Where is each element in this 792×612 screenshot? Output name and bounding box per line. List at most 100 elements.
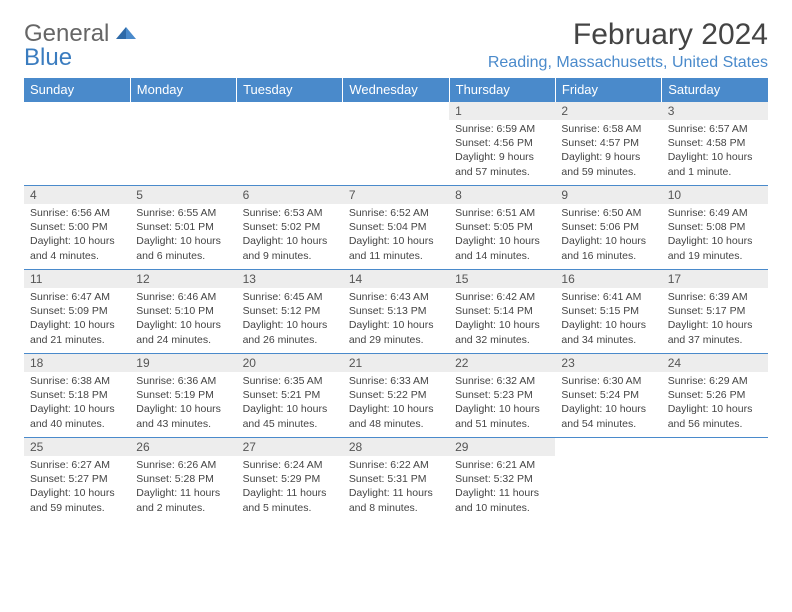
day-details: Sunrise: 6:32 AMSunset: 5:23 PMDaylight:… bbox=[449, 372, 555, 435]
sunset-line: Sunset: 5:10 PM bbox=[136, 305, 214, 317]
day-number: 25 bbox=[24, 438, 130, 456]
calendar-week-row: 4Sunrise: 6:56 AMSunset: 5:00 PMDaylight… bbox=[24, 186, 768, 270]
daylight-line: Daylight: 10 hours and 45 minutes. bbox=[243, 403, 328, 429]
calendar-cell: 22Sunrise: 6:32 AMSunset: 5:23 PMDayligh… bbox=[449, 354, 555, 438]
daylight-line: Daylight: 10 hours and 29 minutes. bbox=[349, 319, 434, 345]
calendar-cell: 3Sunrise: 6:57 AMSunset: 4:58 PMDaylight… bbox=[662, 102, 768, 186]
daylight-line: Daylight: 10 hours and 43 minutes. bbox=[136, 403, 221, 429]
daylight-line: Daylight: 11 hours and 2 minutes. bbox=[136, 487, 220, 513]
daylight-line: Daylight: 10 hours and 34 minutes. bbox=[561, 319, 646, 345]
sunset-line: Sunset: 5:18 PM bbox=[30, 389, 108, 401]
sunset-line: Sunset: 4:56 PM bbox=[455, 137, 533, 149]
weekday-row: Sunday Monday Tuesday Wednesday Thursday… bbox=[24, 78, 768, 102]
daylight-line: Daylight: 10 hours and 4 minutes. bbox=[30, 235, 115, 261]
daylight-line: Daylight: 10 hours and 48 minutes. bbox=[349, 403, 434, 429]
sunset-line: Sunset: 5:32 PM bbox=[455, 473, 533, 485]
day-details: Sunrise: 6:41 AMSunset: 5:15 PMDaylight:… bbox=[555, 288, 661, 351]
calendar-cell bbox=[130, 102, 236, 186]
sunrise-line: Sunrise: 6:21 AM bbox=[455, 459, 535, 471]
weekday-header: Friday bbox=[555, 78, 661, 102]
sunrise-line: Sunrise: 6:22 AM bbox=[349, 459, 429, 471]
daylight-line: Daylight: 10 hours and 16 minutes. bbox=[561, 235, 646, 261]
daylight-line: Daylight: 10 hours and 21 minutes. bbox=[30, 319, 115, 345]
daylight-line: Daylight: 9 hours and 57 minutes. bbox=[455, 151, 534, 177]
calendar-cell: 10Sunrise: 6:49 AMSunset: 5:08 PMDayligh… bbox=[662, 186, 768, 270]
day-details: Sunrise: 6:46 AMSunset: 5:10 PMDaylight:… bbox=[130, 288, 236, 351]
day-details: Sunrise: 6:39 AMSunset: 5:17 PMDaylight:… bbox=[662, 288, 768, 351]
calendar-cell bbox=[555, 438, 661, 522]
sunrise-line: Sunrise: 6:46 AM bbox=[136, 291, 216, 303]
calendar-cell: 17Sunrise: 6:39 AMSunset: 5:17 PMDayligh… bbox=[662, 270, 768, 354]
daylight-line: Daylight: 11 hours and 8 minutes. bbox=[349, 487, 433, 513]
daylight-line: Daylight: 11 hours and 10 minutes. bbox=[455, 487, 539, 513]
day-details: Sunrise: 6:59 AM Sunset: 4:56 PM Daylight:… bbox=[449, 120, 555, 183]
calendar-cell: 29Sunrise: 6:21 AMSunset: 5:32 PMDayligh… bbox=[449, 438, 555, 522]
day-details: Sunrise: 6:49 AMSunset: 5:08 PMDaylight:… bbox=[662, 204, 768, 267]
calendar-cell: 12Sunrise: 6:46 AMSunset: 5:10 PMDayligh… bbox=[130, 270, 236, 354]
sunset-line: Sunset: 5:23 PM bbox=[455, 389, 533, 401]
day-details: Sunrise: 6:47 AMSunset: 5:09 PMDaylight:… bbox=[24, 288, 130, 351]
calendar-cell: 11Sunrise: 6:47 AMSunset: 5:09 PMDayligh… bbox=[24, 270, 130, 354]
calendar-week-row: 11Sunrise: 6:47 AMSunset: 5:09 PMDayligh… bbox=[24, 270, 768, 354]
sunrise-line: Sunrise: 6:38 AM bbox=[30, 375, 110, 387]
day-number: 13 bbox=[237, 270, 343, 288]
daylight-line: Daylight: 10 hours and 14 minutes. bbox=[455, 235, 540, 261]
sunrise-line: Sunrise: 6:41 AM bbox=[561, 291, 641, 303]
day-details: Sunrise: 6:52 AMSunset: 5:04 PMDaylight:… bbox=[343, 204, 449, 267]
sunrise-line: Sunrise: 6:59 AM bbox=[455, 123, 535, 135]
calendar-body: 1 Sunrise: 6:59 AM Sunset: 4:56 PM Daylight… bbox=[24, 102, 768, 522]
day-number: 21 bbox=[343, 354, 449, 372]
sunset-line: Sunset: 5:17 PM bbox=[668, 305, 746, 317]
day-number: 9 bbox=[555, 186, 661, 204]
sunrise-line: Sunrise: 6:30 AM bbox=[561, 375, 641, 387]
sunset-line: Sunset: 5:21 PM bbox=[243, 389, 321, 401]
calendar-cell: 5Sunrise: 6:55 AMSunset: 5:01 PMDaylight… bbox=[130, 186, 236, 270]
calendar-cell: 1 Sunrise: 6:59 AM Sunset: 4:56 PM Daylight… bbox=[449, 102, 555, 186]
sunset-line: Sunset: 5:13 PM bbox=[349, 305, 427, 317]
weekday-header: Tuesday bbox=[237, 78, 343, 102]
day-details: Sunrise: 6:21 AM Sunset: 5:32 PM Daylight:… bbox=[449, 456, 555, 519]
daylight-line: Daylight: 9 hours and 59 minutes. bbox=[561, 151, 640, 177]
day-details: Sunrise: 6:22 AM Sunset: 5:31 PM Daylight:… bbox=[343, 456, 449, 519]
day-details: Sunrise: 6:58 AMSunset: 4:57 PMDaylight:… bbox=[555, 120, 661, 183]
day-details: Sunrise: 6:38 AMSunset: 5:18 PMDaylight:… bbox=[24, 372, 130, 435]
day-number: 23 bbox=[555, 354, 661, 372]
sunset-line: Sunset: 4:58 PM bbox=[668, 137, 746, 149]
calendar-cell: 4Sunrise: 6:56 AMSunset: 5:00 PMDaylight… bbox=[24, 186, 130, 270]
day-number: 8 bbox=[449, 186, 555, 204]
brand-part2: Blue bbox=[24, 44, 72, 71]
sunset-line: Sunset: 5:27 PM bbox=[30, 473, 108, 485]
day-details: Sunrise: 6:36 AMSunset: 5:19 PMDaylight:… bbox=[130, 372, 236, 435]
calendar-table: Sunday Monday Tuesday Wednesday Thursday… bbox=[24, 78, 768, 522]
calendar-cell: 20Sunrise: 6:35 AMSunset: 5:21 PMDayligh… bbox=[237, 354, 343, 438]
sunset-line: Sunset: 5:31 PM bbox=[349, 473, 427, 485]
day-number: 12 bbox=[130, 270, 236, 288]
day-details: Sunrise: 6:56 AMSunset: 5:00 PMDaylight:… bbox=[24, 204, 130, 267]
day-number: 10 bbox=[662, 186, 768, 204]
day-details: Sunrise: 6:50 AMSunset: 5:06 PMDaylight:… bbox=[555, 204, 661, 267]
weekday-header: Wednesday bbox=[343, 78, 449, 102]
day-number: 27 bbox=[237, 438, 343, 456]
day-details: Sunrise: 6:29 AMSunset: 5:26 PMDaylight:… bbox=[662, 372, 768, 435]
sunrise-line: Sunrise: 6:51 AM bbox=[455, 207, 535, 219]
day-details: Sunrise: 6:51 AMSunset: 5:05 PMDaylight:… bbox=[449, 204, 555, 267]
calendar-cell bbox=[343, 102, 449, 186]
sunrise-line: Sunrise: 6:57 AM bbox=[668, 123, 748, 135]
day-details: Sunrise: 6:33 AMSunset: 5:22 PMDaylight:… bbox=[343, 372, 449, 435]
brand-part1: General bbox=[24, 20, 109, 47]
daylight-line: Daylight: 10 hours and 32 minutes. bbox=[455, 319, 540, 345]
day-number: 5 bbox=[130, 186, 236, 204]
weekday-header: Saturday bbox=[662, 78, 768, 102]
day-details: Sunrise: 6:26 AMSunset: 5:28 PMDaylight:… bbox=[130, 456, 236, 519]
calendar-cell: 27Sunrise: 6:24 AMSunset: 5:29 PMDayligh… bbox=[237, 438, 343, 522]
calendar-cell: 25Sunrise: 6:27 AMSunset: 5:27 PMDayligh… bbox=[24, 438, 130, 522]
calendar-cell bbox=[662, 438, 768, 522]
sunset-line: Sunset: 5:00 PM bbox=[30, 221, 108, 233]
brand-logo: General Blue bbox=[24, 22, 136, 70]
calendar-cell: 16Sunrise: 6:41 AMSunset: 5:15 PMDayligh… bbox=[555, 270, 661, 354]
calendar-cell bbox=[24, 102, 130, 186]
day-number: 1 bbox=[449, 102, 555, 120]
daylight-line: Daylight: 10 hours and 6 minutes. bbox=[136, 235, 221, 261]
calendar-cell: 8Sunrise: 6:51 AMSunset: 5:05 PMDaylight… bbox=[449, 186, 555, 270]
sunset-line: Sunset: 5:22 PM bbox=[349, 389, 427, 401]
